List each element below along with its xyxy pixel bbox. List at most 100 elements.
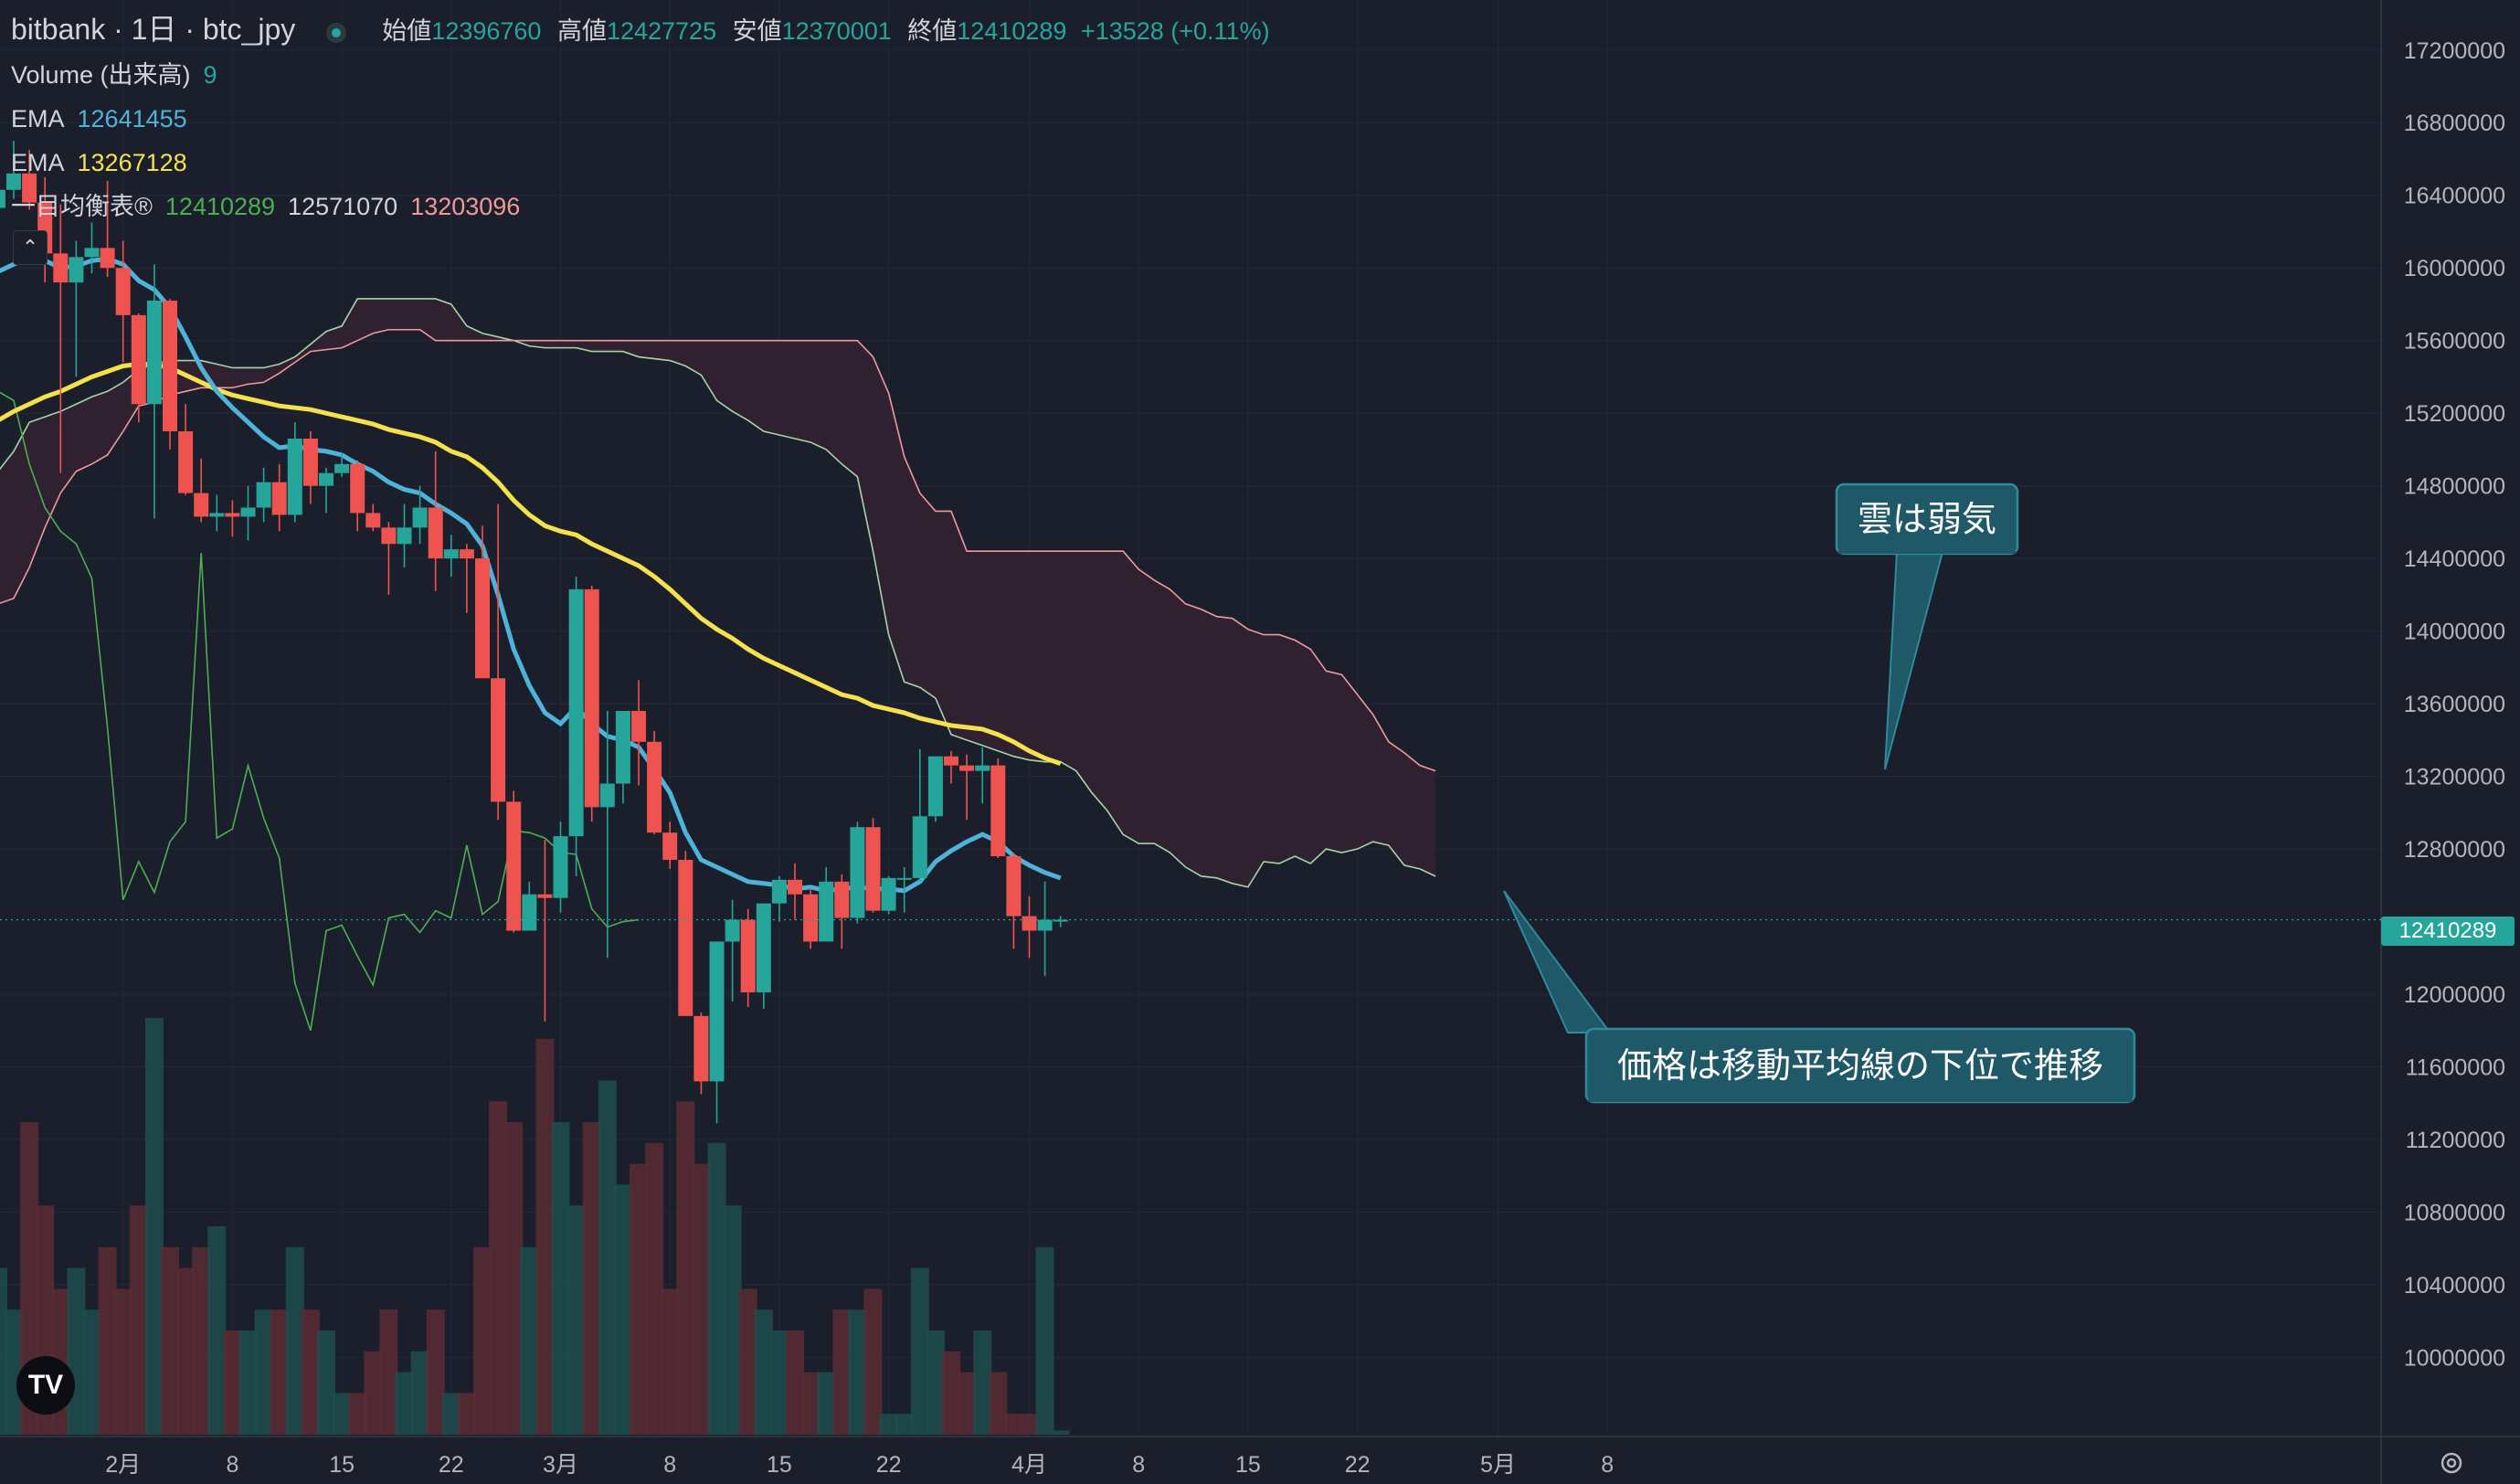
collapse-legend-button[interactable]: ⌃ — [13, 230, 48, 265]
volume-bar — [67, 1267, 86, 1435]
ichimoku-cloud-fill — [0, 298, 1436, 887]
volume-bar — [113, 1288, 132, 1435]
candle-body — [334, 463, 350, 473]
open-value: 12396760 — [431, 17, 542, 45]
price-tick-label: 11600000 — [2406, 1055, 2505, 1080]
candle-body — [771, 879, 787, 904]
volume-bar — [598, 1080, 617, 1435]
volume-bar — [473, 1246, 492, 1435]
candle-body — [22, 173, 37, 203]
volume-bar — [895, 1414, 914, 1435]
chart-legend: bitbank · 1日 · btc_jpy 始値12396760 高値1242… — [11, 7, 1270, 228]
candle-body — [209, 513, 225, 517]
indicator-ichimoku-value-2: 12571070 — [288, 193, 398, 220]
indicator-volume[interactable]: Volume (出来高) 9 — [11, 53, 1270, 97]
volume-bar — [161, 1246, 179, 1435]
volume-bar — [817, 1372, 836, 1435]
candle-body — [475, 558, 490, 679]
high-label: 高値 — [556, 17, 607, 45]
candle-body — [256, 482, 271, 508]
volume-bar — [1035, 1246, 1054, 1435]
candle-body — [865, 827, 881, 911]
candle-body — [491, 678, 506, 802]
cloud-note-text: 雲は弱気 — [1858, 499, 1996, 539]
time-tick-label: 8 — [1132, 1452, 1145, 1478]
candle-body — [881, 877, 896, 911]
indicator-ichimoku-value-1: 12410289 — [164, 193, 276, 220]
candle-body — [522, 894, 537, 931]
indicator-ema-fast-value: 12641455 — [77, 105, 187, 132]
candle-body — [271, 482, 287, 515]
candle-body — [178, 431, 194, 493]
volume-bar — [489, 1101, 508, 1435]
candle-body — [694, 1015, 709, 1082]
candle-body — [397, 527, 412, 545]
volume-bar — [786, 1330, 804, 1435]
change-value: +13528 (+0.11%) — [1080, 17, 1270, 45]
volume-bar — [270, 1309, 289, 1435]
candle-body — [1037, 919, 1053, 931]
volume-bar — [20, 1122, 39, 1435]
candle-body — [553, 836, 568, 898]
candle-body — [662, 832, 678, 860]
price-tick-label: 15600000 — [2404, 329, 2505, 355]
candle-body — [631, 711, 646, 742]
time-tick-label: 22 — [439, 1452, 464, 1478]
candle-body — [725, 919, 740, 942]
candle-body — [740, 919, 756, 993]
price-tick-label: 10400000 — [2404, 1273, 2505, 1298]
time-tick-label: 3月 — [543, 1452, 578, 1478]
candle-body — [647, 741, 662, 833]
volume-bar — [535, 1038, 555, 1435]
candle-body — [146, 300, 162, 405]
price-tick-label: 16400000 — [2404, 184, 2505, 209]
price-tick-label: 15200000 — [2404, 401, 2505, 427]
candle-body — [803, 894, 819, 942]
price-axis: 17200000 16800000 16400000 16000000 15600000… — [2404, 38, 2505, 1372]
candle-body — [599, 783, 615, 808]
volume-bar — [426, 1309, 445, 1435]
price-tick-label: 14000000 — [2404, 620, 2505, 645]
candle-body — [115, 268, 131, 315]
candle-body — [990, 765, 1006, 856]
time-tick-label: 2月 — [105, 1452, 141, 1478]
volume-bar — [879, 1414, 898, 1435]
volume-bar — [863, 1288, 883, 1435]
indicator-ema-slow-label: EMA — [11, 149, 65, 176]
gear-icon[interactable] — [2438, 1449, 2465, 1477]
candle-body — [850, 827, 865, 918]
candle-body — [240, 507, 256, 517]
price-tick-label: 10800000 — [2404, 1200, 2505, 1225]
volume-bar — [333, 1393, 352, 1435]
indicator-ema-fast[interactable]: EMA 12641455 — [11, 97, 1270, 141]
price-note-text: 価格は移動平均線の下位で推移 — [1617, 1045, 2103, 1086]
price-tick-label: 16800000 — [2404, 111, 2505, 136]
volume-bar — [551, 1122, 570, 1435]
candle-body — [0, 189, 5, 208]
volume-bar — [238, 1330, 258, 1435]
volume-bar — [0, 1267, 7, 1435]
symbol-row: bitbank · 1日 · btc_jpy 始値12396760 高値1242… — [11, 7, 1270, 53]
volume-bar — [630, 1163, 648, 1435]
volume-bar — [1004, 1414, 1023, 1435]
volume-bar — [910, 1267, 929, 1435]
symbol-title[interactable]: bitbank · 1日 · btc_jpy — [11, 13, 296, 46]
volume-bar — [192, 1246, 211, 1435]
price-tick-label: 12000000 — [2404, 982, 2505, 1008]
volume-bar — [1020, 1414, 1039, 1435]
volume-bar — [1051, 1430, 1070, 1435]
time-axis: 2月 8 15 22 3月 8 15 22 4月 8 15 22 5月 8 — [105, 1452, 1614, 1478]
volume-bar — [504, 1122, 524, 1435]
candle-body — [365, 513, 381, 528]
volume-bar — [207, 1226, 227, 1435]
candle-body — [1053, 919, 1068, 922]
ichimoku-chikou-line — [0, 391, 640, 1031]
price-tick-label: 12800000 — [2404, 837, 2505, 863]
price-note-pointer — [1503, 890, 1612, 1034]
tradingview-logo-icon[interactable]: TV — [16, 1356, 75, 1415]
price-tick-label: 10000000 — [2404, 1345, 2505, 1371]
indicator-ema-slow[interactable]: EMA 13267128 — [11, 141, 1270, 185]
time-tick-label: 15 — [329, 1452, 355, 1478]
indicator-ichimoku[interactable]: 一目均衡表® 12410289 12571070 13203096 — [11, 185, 1270, 228]
